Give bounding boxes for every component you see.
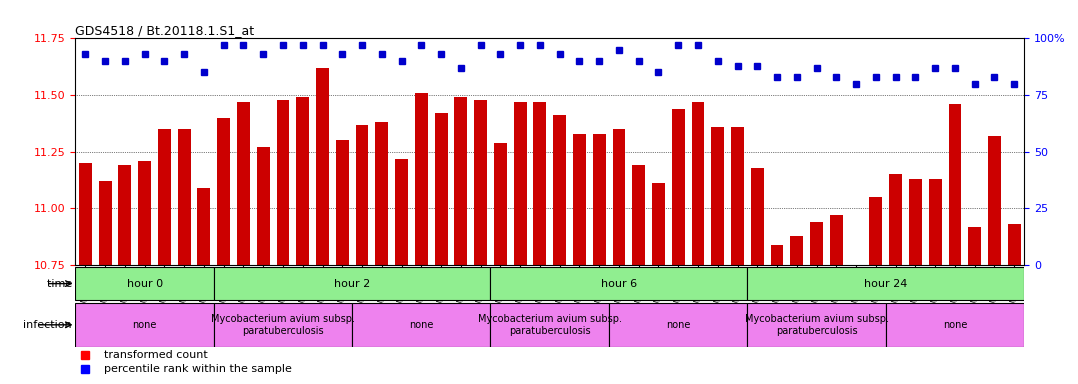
Text: none: none bbox=[133, 320, 156, 330]
Text: hour 0: hour 0 bbox=[126, 279, 163, 289]
Bar bbox=[257, 147, 270, 265]
Text: hour 6: hour 6 bbox=[600, 279, 637, 289]
Text: Mycobacterium avium subsp.
paratuberculosis: Mycobacterium avium subsp. paratuberculo… bbox=[211, 314, 355, 336]
Bar bbox=[336, 141, 348, 265]
Text: none: none bbox=[410, 320, 433, 330]
Bar bbox=[316, 68, 329, 265]
Bar bbox=[138, 161, 151, 265]
Bar bbox=[1008, 224, 1021, 265]
Bar bbox=[75, 303, 213, 347]
Bar bbox=[375, 122, 388, 265]
Bar bbox=[534, 102, 547, 265]
Bar bbox=[277, 99, 289, 265]
Bar bbox=[811, 222, 823, 265]
Bar bbox=[929, 179, 941, 265]
Bar bbox=[830, 215, 843, 265]
Bar bbox=[75, 267, 213, 300]
Text: GDS4518 / Bt.20118.1.S1_at: GDS4518 / Bt.20118.1.S1_at bbox=[75, 24, 254, 37]
Bar bbox=[79, 163, 92, 265]
Bar bbox=[356, 124, 369, 265]
Bar bbox=[434, 113, 447, 265]
Bar bbox=[747, 267, 1024, 300]
Bar bbox=[396, 159, 407, 265]
Bar bbox=[771, 245, 784, 265]
Text: Mycobacterium avium subsp.
paratuberculosis: Mycobacterium avium subsp. paratuberculo… bbox=[745, 314, 888, 336]
Bar bbox=[711, 127, 724, 265]
Text: hour 2: hour 2 bbox=[334, 279, 370, 289]
Bar bbox=[514, 102, 526, 265]
Bar bbox=[692, 102, 704, 265]
Text: none: none bbox=[943, 320, 967, 330]
Bar bbox=[119, 166, 132, 265]
Bar bbox=[490, 303, 609, 347]
Text: percentile rank within the sample: percentile rank within the sample bbox=[103, 364, 292, 374]
Bar bbox=[197, 188, 210, 265]
Text: time: time bbox=[46, 279, 75, 289]
Bar bbox=[790, 236, 803, 265]
Bar bbox=[296, 97, 309, 265]
Bar bbox=[949, 104, 962, 265]
Bar bbox=[158, 129, 170, 265]
Bar bbox=[968, 227, 981, 265]
Bar bbox=[909, 179, 922, 265]
Bar bbox=[494, 143, 507, 265]
Bar bbox=[612, 129, 625, 265]
Bar bbox=[886, 303, 1024, 347]
Bar bbox=[218, 118, 230, 265]
Bar bbox=[237, 102, 250, 265]
Bar bbox=[474, 99, 487, 265]
Bar bbox=[213, 303, 353, 347]
Text: transformed count: transformed count bbox=[103, 350, 208, 360]
Bar bbox=[553, 116, 566, 265]
Bar bbox=[889, 174, 902, 265]
Bar bbox=[870, 197, 882, 265]
Bar bbox=[652, 184, 665, 265]
Text: hour 24: hour 24 bbox=[865, 279, 908, 289]
Text: Mycobacterium avium subsp.
paratuberculosis: Mycobacterium avium subsp. paratuberculo… bbox=[478, 314, 622, 336]
Text: infection: infection bbox=[24, 320, 75, 330]
Bar bbox=[751, 167, 763, 265]
Bar bbox=[213, 267, 490, 300]
Bar bbox=[731, 127, 744, 265]
Bar bbox=[989, 136, 1000, 265]
Bar bbox=[609, 303, 747, 347]
Bar bbox=[178, 129, 191, 265]
Bar bbox=[633, 166, 645, 265]
Bar bbox=[490, 267, 747, 300]
Bar bbox=[415, 93, 428, 265]
Bar bbox=[99, 181, 111, 265]
Bar bbox=[593, 134, 606, 265]
Bar bbox=[455, 97, 467, 265]
Bar bbox=[747, 303, 886, 347]
Text: none: none bbox=[666, 320, 690, 330]
Bar bbox=[353, 303, 490, 347]
Bar bbox=[573, 134, 585, 265]
Bar bbox=[672, 109, 685, 265]
